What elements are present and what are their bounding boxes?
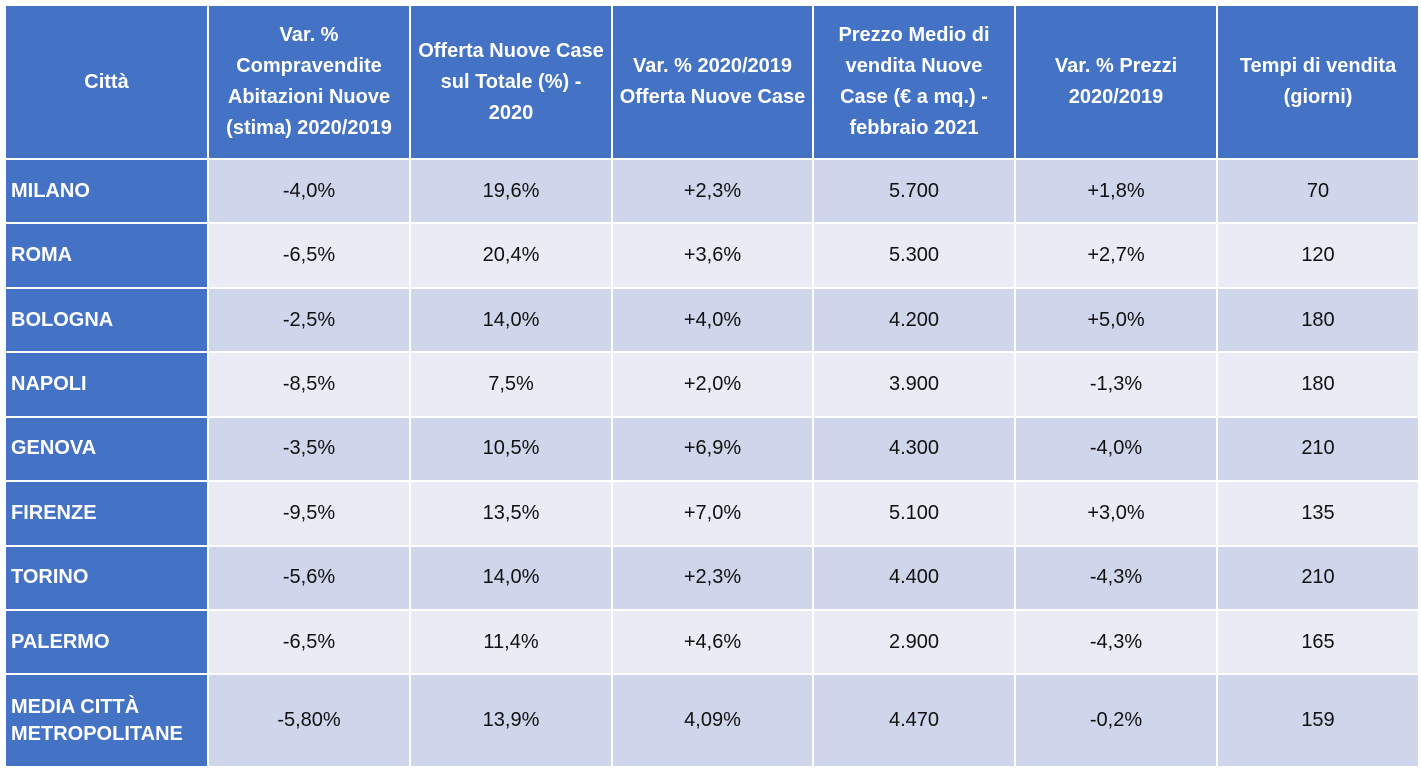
table-body: MILANO -4,0% 19,6% +2,3% 5.700 +1,8% 70 … xyxy=(4,157,1420,768)
cell-sale-time: 70 xyxy=(1216,157,1420,225)
cell-offer-var: +4,0% xyxy=(611,286,814,354)
table-row: GENOVA -3,5% 10,5% +6,9% 4.300 -4,0% 210 xyxy=(4,415,1420,483)
cell-price-var: -4,3% xyxy=(1014,544,1218,611)
cell-sales-var: -6,5% xyxy=(207,608,411,676)
table-row: TORINO -5,6% 14,0% +2,3% 4.400 -4,3% 210 xyxy=(4,544,1420,611)
table-row: PALERMO -6,5% 11,4% +4,6% 2.900 -4,3% 16… xyxy=(4,608,1420,676)
cell-avg-price: 2.900 xyxy=(812,608,1016,676)
table-row-average: MEDIA CITTÀ METROPOLITANE -5,80% 13,9% 4… xyxy=(4,673,1420,768)
table-row: ROMA -6,5% 20,4% +3,6% 5.300 +2,7% 120 xyxy=(4,222,1420,289)
header-row: Città Var. % Compravendite Abitazioni Nu… xyxy=(4,4,1420,160)
table-row: NAPOLI -8,5% 7,5% +2,0% 3.900 -1,3% 180 xyxy=(4,351,1420,418)
header-offer-var: Var. % 2020/2019 Offerta Nuove Case xyxy=(611,4,814,160)
cell-offer-var: +4,6% xyxy=(611,608,814,676)
cell-offer-var: +6,9% xyxy=(611,415,814,483)
cell-price-var: +2,7% xyxy=(1014,222,1218,289)
cell-price-var: -1,3% xyxy=(1014,351,1218,418)
row-city: MILANO xyxy=(4,157,209,225)
header-city: Città xyxy=(4,4,209,160)
cell-avg-price: 4.200 xyxy=(812,286,1016,354)
cell-offer-var: +7,0% xyxy=(611,480,814,547)
cell-offer-share: 10,5% xyxy=(409,415,613,483)
cell-avg-price: 5.700 xyxy=(812,157,1016,225)
header-sales-var: Var. % Compravendite Abitazioni Nuove (s… xyxy=(207,4,411,160)
cell-sale-time: 165 xyxy=(1216,608,1420,676)
cell-avg-price: 5.300 xyxy=(812,222,1016,289)
row-city: NAPOLI xyxy=(4,351,209,418)
row-city: FIRENZE xyxy=(4,480,209,547)
cell-offer-share: 13,9% xyxy=(409,673,613,768)
cell-price-var: -0,2% xyxy=(1014,673,1218,768)
table-row: MILANO -4,0% 19,6% +2,3% 5.700 +1,8% 70 xyxy=(4,157,1420,225)
cell-price-var: +5,0% xyxy=(1014,286,1218,354)
cell-offer-var: +2,0% xyxy=(611,351,814,418)
cell-offer-share: 14,0% xyxy=(409,286,613,354)
header-avg-price: Prezzo Medio di vendita Nuove Case (€ a … xyxy=(812,4,1016,160)
cell-offer-var: +2,3% xyxy=(611,157,814,225)
cell-sale-time: 210 xyxy=(1216,415,1420,483)
cell-sale-time: 159 xyxy=(1216,673,1420,768)
row-city: ROMA xyxy=(4,222,209,289)
cell-price-var: -4,0% xyxy=(1014,415,1218,483)
cell-offer-share: 14,0% xyxy=(409,544,613,611)
cell-sales-var: -9,5% xyxy=(207,480,411,547)
cell-offer-share: 13,5% xyxy=(409,480,613,547)
cell-avg-price: 3.900 xyxy=(812,351,1016,418)
cell-avg-price: 4.300 xyxy=(812,415,1016,483)
row-city: TORINO xyxy=(4,544,209,611)
row-city: BOLOGNA xyxy=(4,286,209,354)
cell-avg-price: 5.100 xyxy=(812,480,1016,547)
cell-sale-time: 210 xyxy=(1216,544,1420,611)
cell-price-var: -4,3% xyxy=(1014,608,1218,676)
cell-sales-var: -3,5% xyxy=(207,415,411,483)
real-estate-table: Città Var. % Compravendite Abitazioni Nu… xyxy=(4,4,1420,768)
table-row: FIRENZE -9,5% 13,5% +7,0% 5.100 +3,0% 13… xyxy=(4,480,1420,547)
cell-sales-var: -5,80% xyxy=(207,673,411,768)
cell-offer-var: 4,09% xyxy=(611,673,814,768)
header-offer-share: Offerta Nuove Case sul Totale (%) - 2020 xyxy=(409,4,613,160)
cell-offer-share: 20,4% xyxy=(409,222,613,289)
cell-avg-price: 4.400 xyxy=(812,544,1016,611)
row-city: PALERMO xyxy=(4,608,209,676)
cell-avg-price: 4.470 xyxy=(812,673,1016,768)
cell-sales-var: -2,5% xyxy=(207,286,411,354)
cell-sales-var: -8,5% xyxy=(207,351,411,418)
cell-sale-time: 120 xyxy=(1216,222,1420,289)
row-city: GENOVA xyxy=(4,415,209,483)
cell-sales-var: -6,5% xyxy=(207,222,411,289)
cell-offer-var: +3,6% xyxy=(611,222,814,289)
cell-sale-time: 180 xyxy=(1216,286,1420,354)
cell-offer-share: 11,4% xyxy=(409,608,613,676)
cell-offer-share: 19,6% xyxy=(409,157,613,225)
cell-price-var: +1,8% xyxy=(1014,157,1218,225)
cell-offer-share: 7,5% xyxy=(409,351,613,418)
cell-sale-time: 135 xyxy=(1216,480,1420,547)
header-sale-time: Tempi di vendita (giorni) xyxy=(1216,4,1420,160)
table-header: Città Var. % Compravendite Abitazioni Nu… xyxy=(4,4,1420,160)
cell-sales-var: -5,6% xyxy=(207,544,411,611)
table-row: BOLOGNA -2,5% 14,0% +4,0% 4.200 +5,0% 18… xyxy=(4,286,1420,354)
cell-offer-var: +2,3% xyxy=(611,544,814,611)
cell-sale-time: 180 xyxy=(1216,351,1420,418)
header-price-var: Var. % Prezzi 2020/2019 xyxy=(1014,4,1218,160)
data-table-container: Città Var. % Compravendite Abitazioni Nu… xyxy=(4,4,1420,768)
cell-price-var: +3,0% xyxy=(1014,480,1218,547)
cell-sales-var: -4,0% xyxy=(207,157,411,225)
row-city: MEDIA CITTÀ METROPOLITANE xyxy=(4,673,209,768)
